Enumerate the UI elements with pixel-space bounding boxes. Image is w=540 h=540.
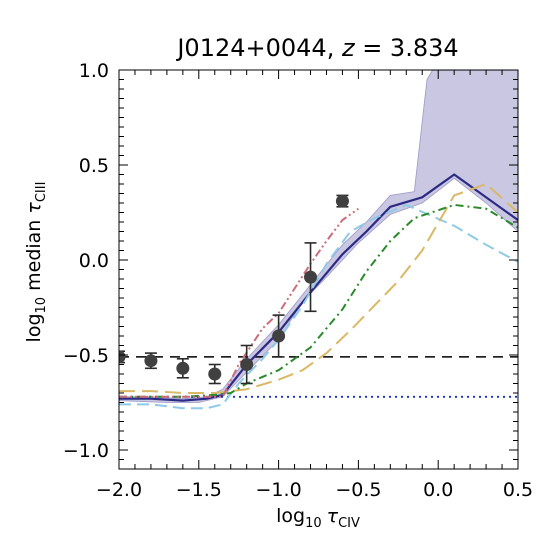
series-line-3 xyxy=(119,183,518,394)
chart-title: J0124+0044, z = 3.834 xyxy=(175,34,458,62)
x-tick-label: −0.5 xyxy=(335,479,381,501)
x-tick-label: 0.5 xyxy=(503,479,533,501)
data-point xyxy=(119,350,126,364)
series-line-2 xyxy=(119,203,518,410)
data-point xyxy=(208,367,222,381)
data-point xyxy=(176,361,190,375)
x-axis-label: log10 τCIV xyxy=(276,505,360,531)
x-tick-label: −2.0 xyxy=(96,479,142,501)
data-point xyxy=(144,354,158,368)
data-point xyxy=(304,270,318,284)
data-point xyxy=(272,329,286,343)
y-tick-label: −1.0 xyxy=(63,440,109,462)
data-point xyxy=(240,358,254,371)
series-line-5 xyxy=(119,207,359,398)
y-tick-label: 0.0 xyxy=(79,250,109,272)
data-point xyxy=(335,194,349,208)
x-tick-label: −1.0 xyxy=(256,479,302,501)
series-line-1 xyxy=(119,173,518,402)
y-axis-label: log10 median τCIII xyxy=(23,182,49,343)
x-tick-label: 0.0 xyxy=(423,479,453,501)
y-tick-label: 1.0 xyxy=(79,60,109,82)
x-tick-label: −1.5 xyxy=(176,479,222,501)
uncertainty-band xyxy=(119,70,518,403)
y-tick-label: 0.5 xyxy=(79,155,109,177)
y-tick-label: −0.5 xyxy=(63,345,109,367)
